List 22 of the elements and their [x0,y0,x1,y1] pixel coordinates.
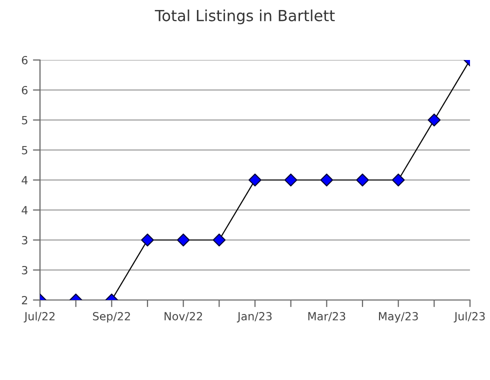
point [356,174,369,186]
point [248,174,262,186]
x-tick-label: Sep/22 [92,312,130,323]
y-tick-label: 6 [22,56,28,64]
x-tick-label: Jul/22 [24,312,55,322]
x-tick-label: Mar/23 [308,312,346,322]
y-tick-label: 5 [22,116,28,124]
y-tick-label: 3 [22,266,28,274]
y-tick-label: 2 [22,296,28,304]
y-tick-label: 4 [22,206,28,214]
y-tick-label: 6 [22,86,28,94]
y-tick-label: 3 [22,236,28,244]
x-tick-label: Nov/22 [164,312,202,322]
y-tick-label: 5 [22,146,28,154]
point [284,174,298,186]
point [320,174,334,186]
x-tick-label: Jan/23 [236,312,272,322]
x-tick-label: Jul/23 [454,312,485,322]
x-tick-label: May/23 [378,312,418,323]
chart-title: Total Listings in Bartlett [154,10,335,24]
y-tick-label: 4 [22,176,28,184]
point [392,174,405,186]
